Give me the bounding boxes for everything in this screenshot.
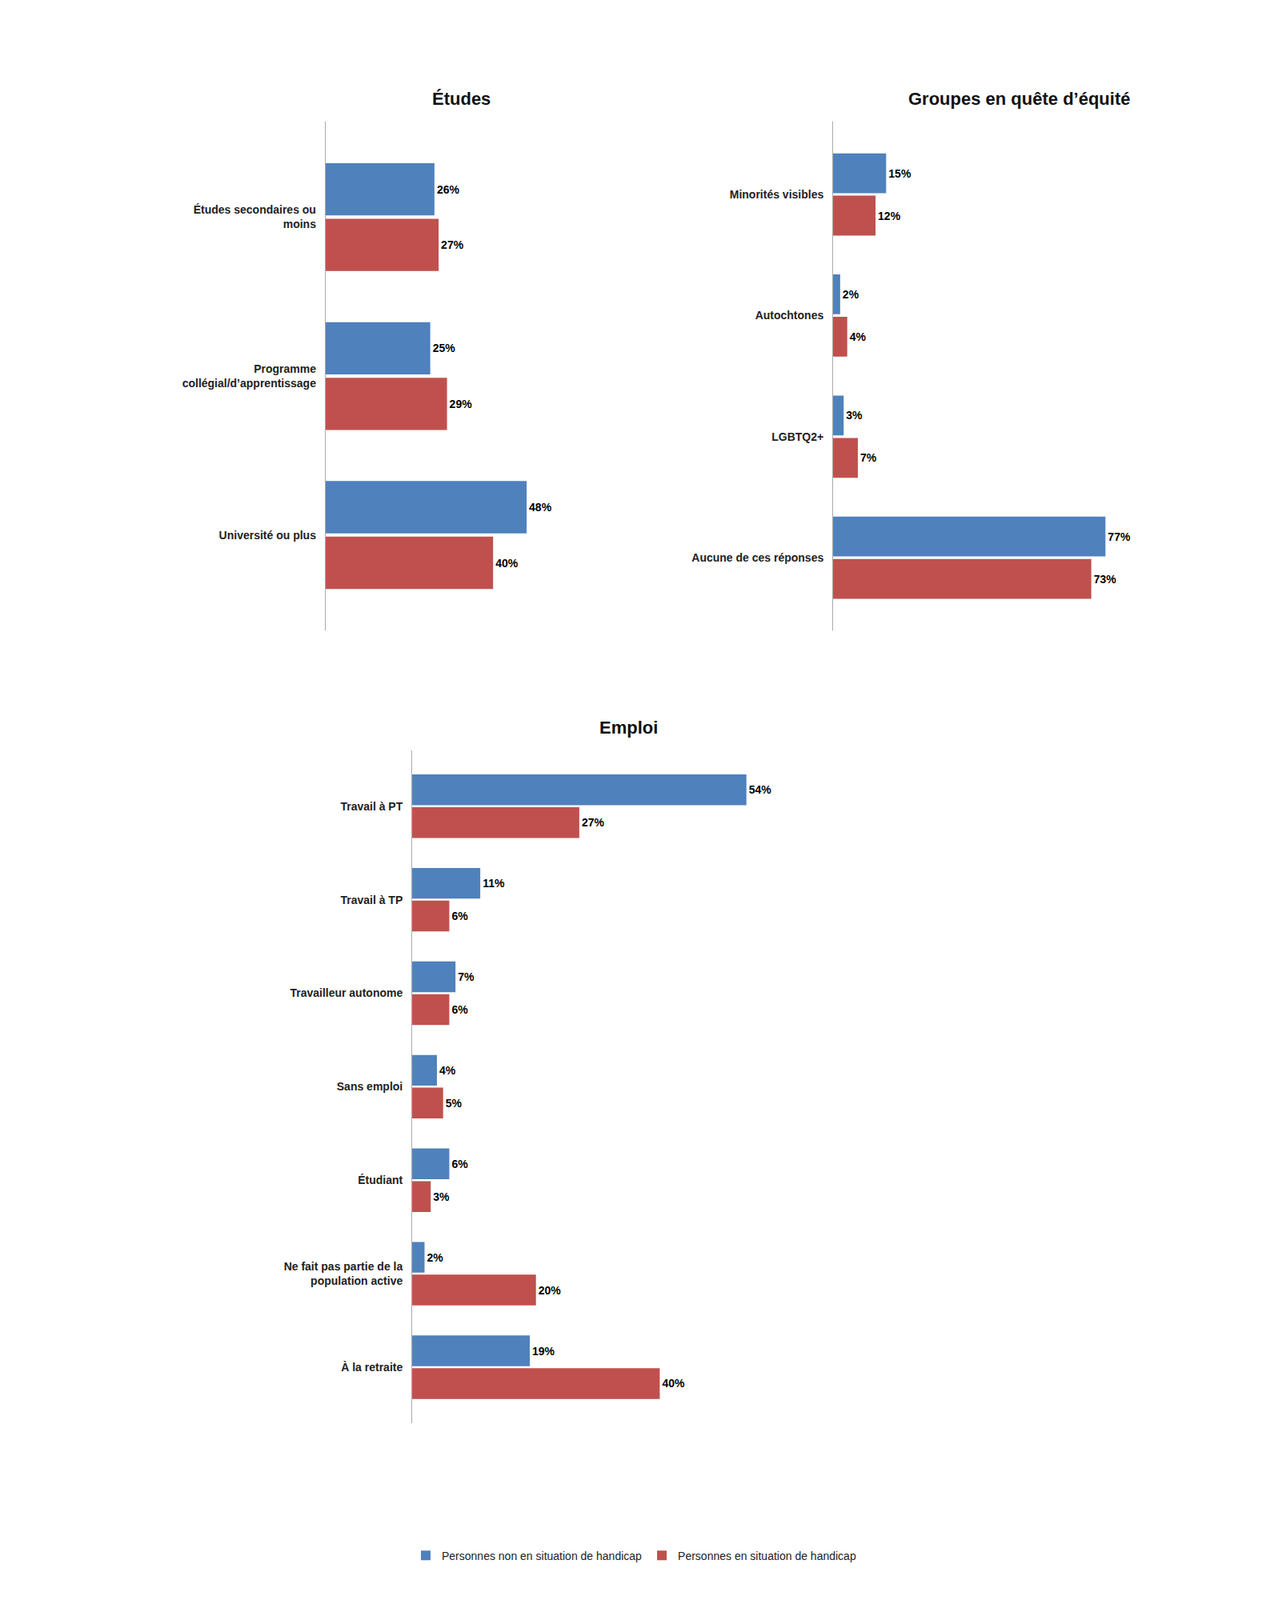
svg-text:20%: 20% xyxy=(538,1284,562,1298)
svg-text:6%: 6% xyxy=(451,909,469,923)
svg-text:Université ou plus: Université ou plus xyxy=(219,528,317,542)
svg-text:40%: 40% xyxy=(495,556,519,570)
svg-text:29%: 29% xyxy=(449,397,473,411)
svg-text:Programmecollégial/d’apprentis: Programmecollégial/d’apprentissage xyxy=(182,362,317,390)
svg-text:Personnes non en situation de: Personnes non en situation de handicap xyxy=(441,1550,642,1563)
svg-text:Groupes en quête d’équité: Groupes en quête d’équité xyxy=(908,88,1130,109)
svg-text:4%: 4% xyxy=(439,1064,457,1078)
svg-text:77%: 77% xyxy=(1107,530,1131,544)
svg-text:2%: 2% xyxy=(427,1251,445,1265)
svg-text:73%: 73% xyxy=(1093,572,1118,586)
svg-text:6%: 6% xyxy=(451,1157,469,1171)
svg-text:Sans emploi: Sans emploi xyxy=(336,1080,403,1094)
svg-text:40%: 40% xyxy=(661,1377,686,1391)
svg-text:Minorités visibles: Minorités visibles xyxy=(729,188,825,201)
svg-text:Aucune de ces réponses: Aucune de ces réponses xyxy=(691,551,824,565)
svg-text:27%: 27% xyxy=(581,816,605,830)
svg-text:27%: 27% xyxy=(440,238,465,252)
svg-text:3%: 3% xyxy=(432,1190,450,1204)
svg-text:54%: 54% xyxy=(749,783,773,797)
svg-text:Ne fait pas partie de lapopula: Ne fait pas partie de lapopulation activ… xyxy=(284,1260,404,1288)
svg-text:3%: 3% xyxy=(845,408,863,422)
svg-text:Personnes en situation de hand: Personnes en situation de handicap xyxy=(677,1550,857,1563)
svg-text:LGBTQ2+: LGBTQ2+ xyxy=(771,430,824,444)
svg-text:Emploi: Emploi xyxy=(599,717,658,738)
svg-text:Études: Études xyxy=(432,88,491,109)
svg-text:12%: 12% xyxy=(877,209,902,223)
svg-text:11%: 11% xyxy=(482,877,505,890)
svg-text:48%: 48% xyxy=(528,500,553,514)
svg-text:À la retraite: À la retraite xyxy=(340,1361,403,1375)
svg-text:2%: 2% xyxy=(842,288,860,301)
svg-text:6%: 6% xyxy=(451,1003,469,1017)
svg-text:Travail à PT: Travail à PT xyxy=(340,800,403,814)
svg-text:Autochtones: Autochtones xyxy=(755,308,825,322)
svg-text:25%: 25% xyxy=(432,341,457,355)
svg-text:Études secondaires oumoins: Études secondaires oumoins xyxy=(193,203,317,231)
svg-text:19%: 19% xyxy=(532,1345,556,1359)
svg-text:Travailleur autonome: Travailleur autonome xyxy=(289,986,403,1000)
svg-text:15%: 15% xyxy=(888,167,912,181)
svg-text:4%: 4% xyxy=(849,330,867,344)
svg-text:Étudiant: Étudiant xyxy=(357,1173,403,1187)
svg-text:7%: 7% xyxy=(457,970,475,984)
svg-text:7%: 7% xyxy=(860,451,878,465)
svg-text:Travail à TP: Travail à TP xyxy=(340,893,403,907)
svg-text:5%: 5% xyxy=(445,1097,463,1110)
svg-text:26%: 26% xyxy=(436,183,461,197)
